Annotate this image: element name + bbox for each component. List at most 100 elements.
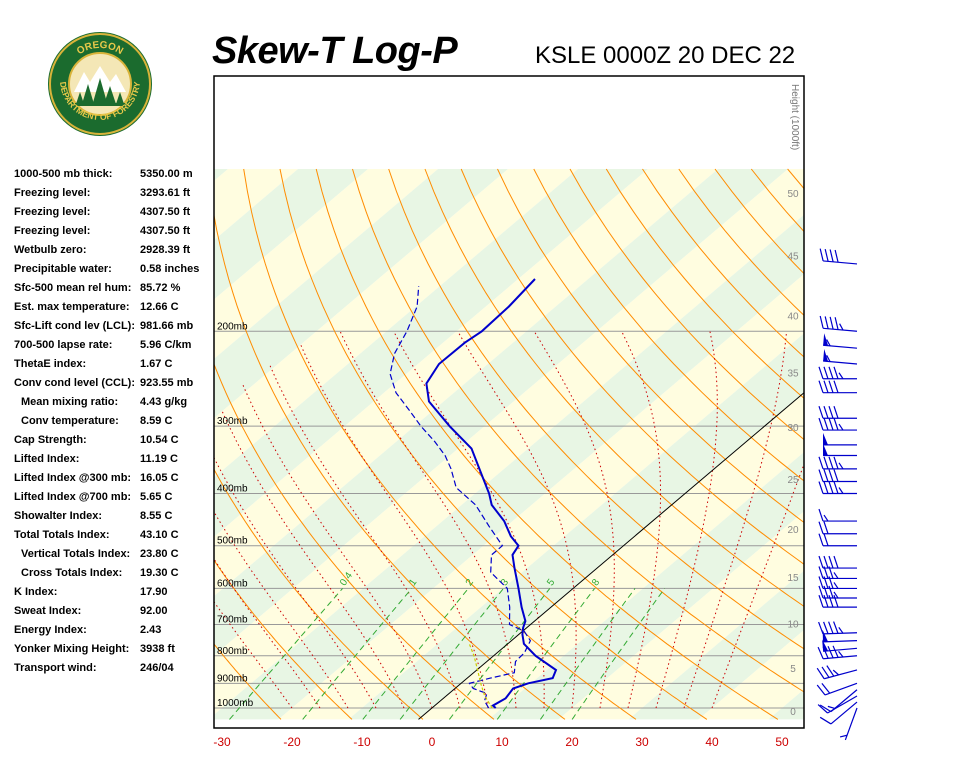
barb-staff xyxy=(823,647,858,652)
series-line-parcel xyxy=(468,643,493,709)
dry-adiabat xyxy=(214,362,495,720)
dry-adiabat xyxy=(214,468,424,720)
mixing-ratio-line xyxy=(539,588,636,720)
temperature-band xyxy=(558,511,804,720)
wind-barb xyxy=(823,443,857,457)
wind-barb xyxy=(818,469,857,483)
barb-feather xyxy=(828,469,834,482)
barb-pennant xyxy=(823,333,829,346)
barb-feather xyxy=(832,645,839,658)
wind-barb xyxy=(823,432,857,446)
index-value: 4307.50 ft xyxy=(140,206,191,218)
index-label: Freezing level: xyxy=(14,187,91,199)
index-label: 1000-500 mb thick: xyxy=(14,168,113,180)
barb-pennant xyxy=(823,349,829,362)
dry-adiabat xyxy=(605,168,804,399)
index-row: Transport wind: 246/04 xyxy=(14,662,214,681)
barb-staff xyxy=(822,640,858,643)
dry-adiabat xyxy=(533,168,804,482)
wind-barb xyxy=(818,380,857,394)
barb-feather xyxy=(827,646,834,659)
barb-feather xyxy=(838,423,844,431)
temperature-band xyxy=(214,169,509,419)
index-row: ThetaE index: 1.67 C xyxy=(14,358,214,377)
index-value: 246/04 xyxy=(140,662,174,674)
mixing-ratio-line xyxy=(399,588,504,720)
index-row: Conv temperature: 8.59 C xyxy=(14,415,214,434)
moist-adiabat xyxy=(621,331,661,709)
index-value: 43.10 C xyxy=(140,529,179,541)
dry-adiabat xyxy=(279,168,708,720)
barb-feather xyxy=(833,469,839,482)
wind-barb xyxy=(818,521,857,535)
mixing-ratio-label: 1 xyxy=(407,577,419,588)
index-label: Cross Totals Index: xyxy=(21,567,123,579)
temperature-band xyxy=(214,169,804,715)
index-row: Lifted Index @300 mb: 16.05 C xyxy=(14,472,214,491)
index-row: Est. max temperature: 12.66 C xyxy=(14,301,214,320)
index-label: Wetbulb zero: xyxy=(14,244,87,256)
pressure-label: 900mb xyxy=(217,673,248,684)
series-line-temperature xyxy=(425,278,558,709)
mixing-ratio-line xyxy=(496,588,596,720)
wind-barb xyxy=(818,456,857,470)
mixing-ratio-label: 3 xyxy=(499,577,511,588)
wind-barb xyxy=(818,481,857,495)
logo-top-text: OREGON xyxy=(75,40,125,57)
barb-feather xyxy=(838,627,844,634)
mixing-ratio-label: 2 xyxy=(464,577,476,588)
height-tick-label: 30 xyxy=(787,423,799,434)
barb-feather xyxy=(823,366,829,379)
index-label: Sfc-Lift cond lev (LCL): xyxy=(14,320,135,332)
barb-feather xyxy=(839,323,844,331)
index-row: Showalter Index: 8.55 C xyxy=(14,510,214,529)
index-value: 85.72 % xyxy=(140,282,181,294)
index-row: Lifted Index @700 mb: 5.65 C xyxy=(14,491,214,510)
index-label: Freezing level: xyxy=(14,225,91,237)
barb-feather xyxy=(818,380,824,393)
index-label: Transport wind: xyxy=(14,662,97,674)
mixing-ratio-line xyxy=(571,588,666,720)
mixing-ratio-line xyxy=(229,588,343,720)
temperature-bands xyxy=(214,169,804,720)
barb-feather xyxy=(818,469,824,482)
index-value: 17.90 xyxy=(140,586,168,598)
dry-adiabat xyxy=(388,168,804,650)
barb-feather xyxy=(823,621,829,634)
barb-feather xyxy=(839,734,848,738)
barb-feather xyxy=(818,594,824,608)
index-label: Sweat Index: xyxy=(14,605,82,617)
sounding-indices-panel: 1000-500 mb thick: 5350.00 m Freezing leve… xyxy=(14,168,214,681)
index-value: 0.58 inches xyxy=(140,263,200,275)
moist-adiabat xyxy=(214,600,293,709)
barb-feather xyxy=(827,705,835,709)
barb-feather xyxy=(828,555,834,569)
barb-feather xyxy=(818,406,824,419)
wind-barb xyxy=(817,695,858,714)
index-row: Lifted Index: 11.19 C xyxy=(14,453,214,472)
barb-feather xyxy=(823,514,829,522)
x-tick-label: -30 xyxy=(213,735,231,749)
barb-feather xyxy=(823,380,829,393)
height-tick-label: 45 xyxy=(787,252,799,263)
barb-feather xyxy=(818,555,824,569)
barb-feather xyxy=(823,594,829,608)
barb-feather xyxy=(833,555,839,569)
series-layer xyxy=(389,278,558,709)
barb-feather xyxy=(819,248,824,262)
chart-grid: 0.4 1 2 3 5 8 xyxy=(214,168,804,720)
plot-frame xyxy=(213,75,805,729)
barb-feather xyxy=(833,572,839,579)
mixing-ratio-line xyxy=(302,588,413,720)
index-label: Lifted Index: xyxy=(14,453,80,465)
barb-feather xyxy=(818,585,824,599)
barb-feather xyxy=(818,417,824,431)
wind-barb xyxy=(819,701,858,725)
dry-adiabat xyxy=(214,643,282,720)
barb-feather xyxy=(818,621,824,635)
index-row: Total Totals Index: 43.10 C xyxy=(14,529,214,548)
barb-feather xyxy=(818,533,824,546)
index-row: Vertical Totals Index: 23.80 C xyxy=(14,548,214,567)
wind-barb xyxy=(816,665,858,680)
height-tick-label: 20 xyxy=(787,525,799,536)
